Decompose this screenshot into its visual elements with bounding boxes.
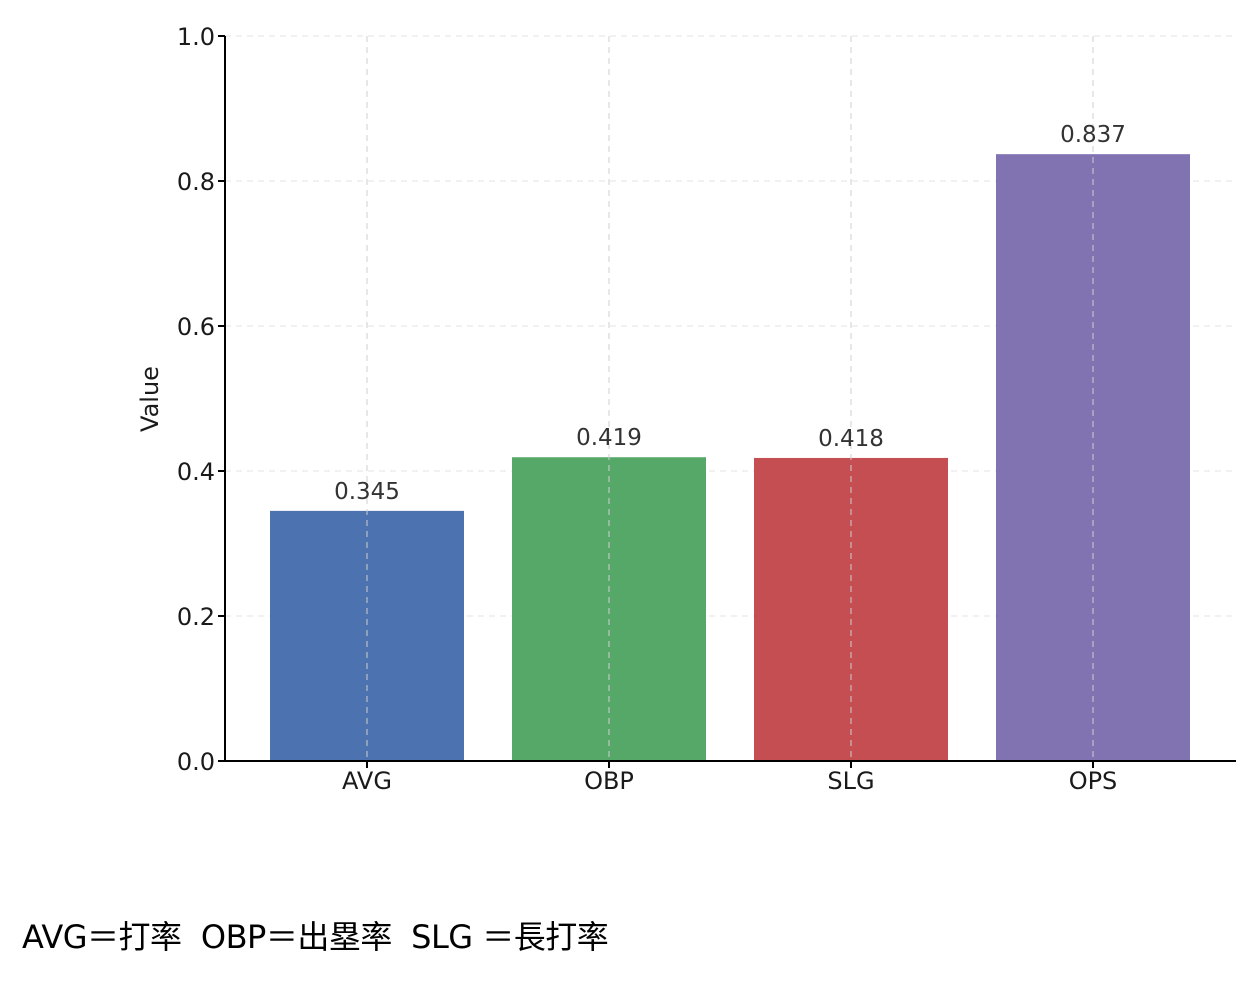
y-tick-label: 0.0 <box>177 748 215 776</box>
data-label-avg: 0.345 <box>334 479 400 505</box>
y-tick-label: 0.6 <box>177 313 215 341</box>
x-tick-label-avg: AVG <box>342 767 392 795</box>
y-tick-label: 1.0 <box>177 23 215 51</box>
y-tick-label: 0.8 <box>177 168 215 196</box>
axes <box>218 35 1236 768</box>
x-tick-label-slg: SLG <box>827 767 874 795</box>
y-axis-title: Value <box>136 366 164 432</box>
x-tick-label-obp: OBP <box>584 767 634 795</box>
abbreviation-caption: AVG＝打率 OBP＝出塁率 SLG ＝長打率 <box>22 918 609 956</box>
data-label-slg: 0.418 <box>818 426 884 452</box>
y-tick-label: 0.4 <box>177 458 215 486</box>
data-label-obp: 0.419 <box>576 425 642 451</box>
y-tick-label: 0.2 <box>177 603 215 631</box>
x-tick-label-ops: OPS <box>1069 767 1118 795</box>
bars <box>270 154 1190 762</box>
labels: 0.0 0.2 0.4 0.6 0.8 1.0 AVG OBP SLG OPS 0.345 0.419… <box>177 23 1126 795</box>
data-label-ops: 0.837 <box>1060 122 1126 148</box>
